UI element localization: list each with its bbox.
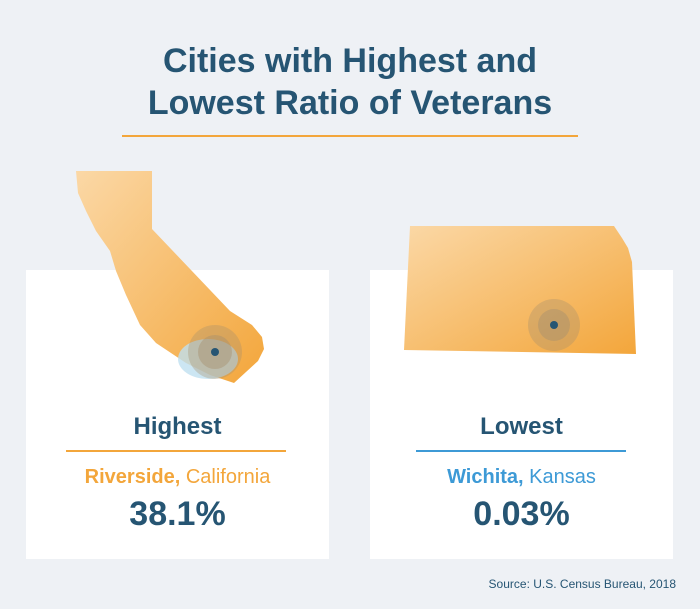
title-divider: [122, 135, 578, 137]
highest-city-name: Riverside,: [84, 466, 181, 488]
page-title: Cities with Highest and Lowest Ratio of …: [0, 40, 700, 124]
highest-city: Riverside, California: [26, 466, 329, 489]
lowest-city: Wichita, Kansas: [370, 466, 673, 489]
lowest-state-name: Kansas: [523, 466, 596, 488]
title-line-2: Lowest Ratio of Veterans: [147, 84, 553, 122]
source-note: Source: U.S. Census Bureau, 2018: [488, 577, 676, 591]
highest-state-name: California: [180, 466, 271, 488]
highest-divider: [66, 450, 286, 452]
lowest-city-name: Wichita,: [447, 466, 524, 488]
highest-label: Highest: [133, 413, 222, 440]
lowest-divider: [416, 450, 626, 452]
california-map-icon: [76, 171, 264, 383]
highest-value: 38.1%: [129, 495, 226, 533]
title-line-1: Cities with Highest and: [162, 42, 538, 80]
lowest-label: Lowest: [480, 413, 563, 440]
lowest-value: 0.03%: [473, 495, 570, 533]
kansas-map-icon: [404, 226, 636, 354]
